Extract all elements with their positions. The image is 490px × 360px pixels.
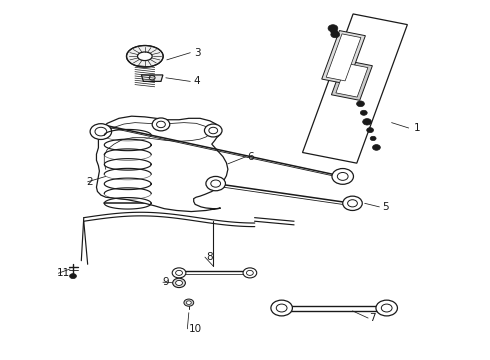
Circle shape	[357, 101, 365, 107]
Ellipse shape	[126, 45, 163, 67]
Ellipse shape	[138, 52, 152, 60]
Circle shape	[271, 300, 293, 316]
Circle shape	[343, 196, 362, 211]
Polygon shape	[336, 63, 368, 97]
Circle shape	[332, 168, 353, 184]
Circle shape	[186, 301, 191, 305]
Circle shape	[152, 118, 170, 131]
Polygon shape	[302, 14, 407, 163]
Circle shape	[367, 127, 373, 132]
Text: 2: 2	[86, 177, 93, 187]
Text: 8: 8	[206, 252, 213, 262]
Circle shape	[370, 136, 376, 141]
Circle shape	[204, 124, 222, 137]
Circle shape	[331, 31, 340, 38]
Polygon shape	[331, 60, 372, 100]
Circle shape	[70, 274, 76, 279]
Polygon shape	[326, 34, 361, 81]
Text: 9: 9	[162, 277, 169, 287]
Polygon shape	[322, 31, 366, 84]
Circle shape	[360, 110, 367, 115]
Circle shape	[376, 300, 397, 316]
Circle shape	[363, 118, 371, 125]
Polygon shape	[97, 116, 228, 212]
Circle shape	[149, 76, 155, 80]
Text: 6: 6	[247, 152, 254, 162]
Circle shape	[90, 124, 112, 139]
Text: 11: 11	[57, 268, 70, 278]
Text: 3: 3	[194, 48, 200, 58]
Text: 7: 7	[369, 313, 376, 323]
Polygon shape	[142, 75, 163, 81]
Circle shape	[328, 25, 338, 32]
Circle shape	[175, 280, 182, 285]
Text: 1: 1	[414, 123, 420, 133]
Text: 5: 5	[382, 202, 389, 212]
Circle shape	[184, 299, 194, 306]
Circle shape	[372, 145, 380, 150]
Circle shape	[206, 176, 225, 191]
Circle shape	[331, 29, 338, 34]
Circle shape	[172, 268, 186, 278]
Text: 4: 4	[194, 76, 200, 86]
Circle shape	[172, 278, 185, 288]
Circle shape	[243, 268, 257, 278]
Text: 10: 10	[189, 324, 202, 334]
